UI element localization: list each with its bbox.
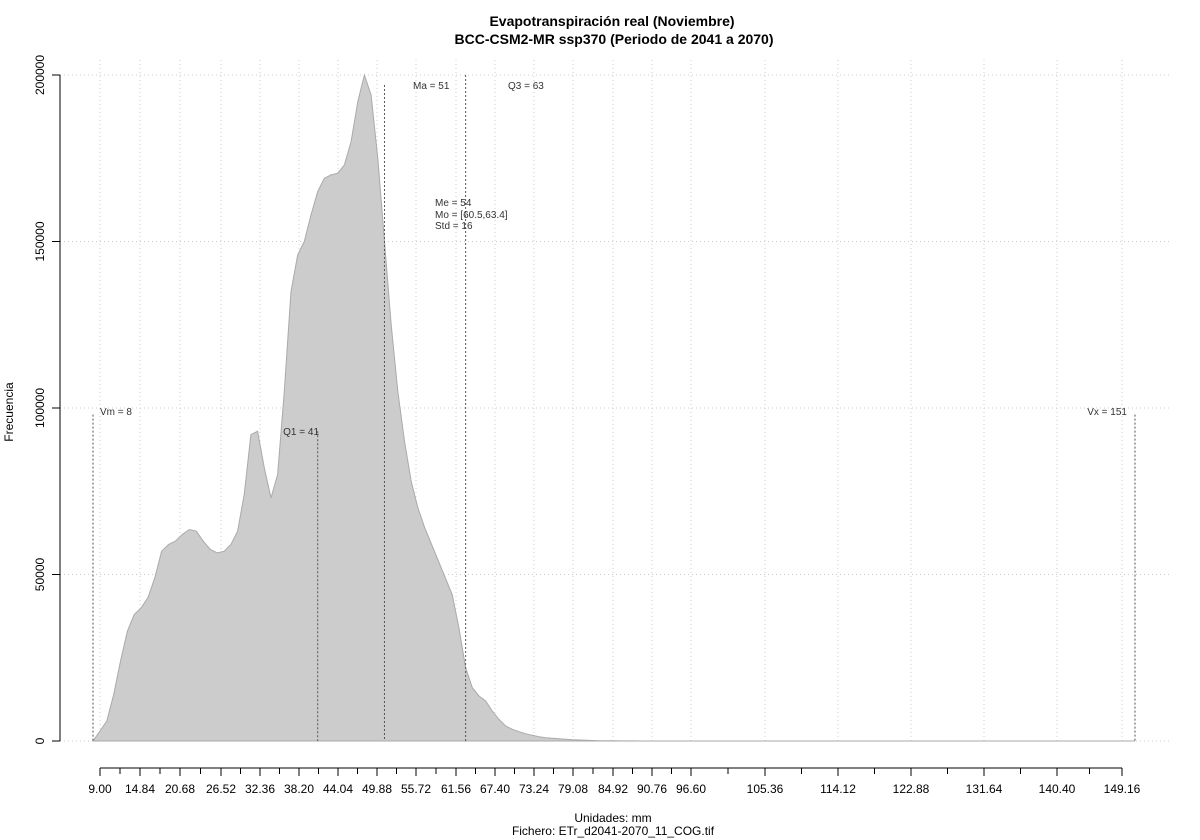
- x-tick-label: 90.76: [637, 782, 667, 796]
- x-tick-label: 79.08: [558, 782, 588, 796]
- x-tick-label: 38.20: [284, 782, 314, 796]
- x-axis-label: Unidades: mm: [574, 811, 651, 825]
- annotation-q1: Q1 = 41: [283, 427, 319, 438]
- file-footer: Fichero: ETr_d2041-2070_11_COG.tif: [512, 824, 715, 838]
- x-tick-label: 122.88: [893, 782, 930, 796]
- y-tick-label: 100000: [33, 388, 47, 428]
- annotation-q3: Q3 = 63: [508, 81, 544, 92]
- x-tick-label: 84.92: [598, 782, 628, 796]
- reference-lines: [92, 75, 1136, 741]
- annotation-me: Me = 54: [435, 198, 472, 209]
- x-tick-label: 105.36: [747, 782, 784, 796]
- chart-subtitle: BCC-CSM2-MR ssp370 (Periodo de 2041 a 20…: [455, 31, 774, 47]
- x-tick-label: 96.60: [676, 782, 706, 796]
- y-tick-label: 150000: [33, 221, 47, 261]
- x-tick-label: 44.04: [323, 782, 353, 796]
- annotation-vx: Vx = 151: [1087, 407, 1127, 418]
- chart-title: Evapotranspiración real (Noviembre): [489, 13, 734, 29]
- x-tick-label: 32.36: [245, 782, 275, 796]
- x-tick-label: 26.52: [206, 782, 236, 796]
- x-tick-label: 9.00: [88, 782, 112, 796]
- x-tick-label: 131.64: [966, 782, 1003, 796]
- x-tick-label: 49.88: [362, 782, 392, 796]
- x-axis-ticks: 9.00 14.84 20.68 26.52 32.36 38.20 44.04 49.88 5…: [88, 768, 1141, 796]
- annotation-vm: Vm = 8: [100, 407, 132, 418]
- x-tick-label: 55.72: [401, 782, 431, 796]
- x-tick-label: 73.24: [519, 782, 549, 796]
- y-axis-ticks: 0 50000 100000 150000 200000: [33, 55, 60, 744]
- density-area-layer: [92, 73, 1135, 742]
- x-tick-label: 140.40: [1039, 782, 1076, 796]
- x-tick-label: 14.84: [125, 782, 155, 796]
- x-tick-label: 114.12: [820, 782, 856, 796]
- y-tick-label: 0: [33, 737, 47, 744]
- density-area: [92, 73, 1135, 742]
- y-tick-label: 50000: [33, 557, 47, 591]
- x-tick-label: 67.40: [480, 782, 510, 796]
- x-tick-label: 149.16: [1104, 782, 1141, 796]
- annotation-std: Std = 16: [435, 221, 473, 232]
- x-tick-label: 61.56: [441, 782, 471, 796]
- annotation-ma: Ma = 51: [413, 81, 450, 92]
- y-tick-label: 200000: [33, 55, 47, 95]
- annotation-mo: Mo = [60.5,63.4]: [435, 210, 508, 221]
- y-axis-label: Frecuencia: [2, 382, 16, 442]
- x-tick-label: 20.68: [165, 782, 195, 796]
